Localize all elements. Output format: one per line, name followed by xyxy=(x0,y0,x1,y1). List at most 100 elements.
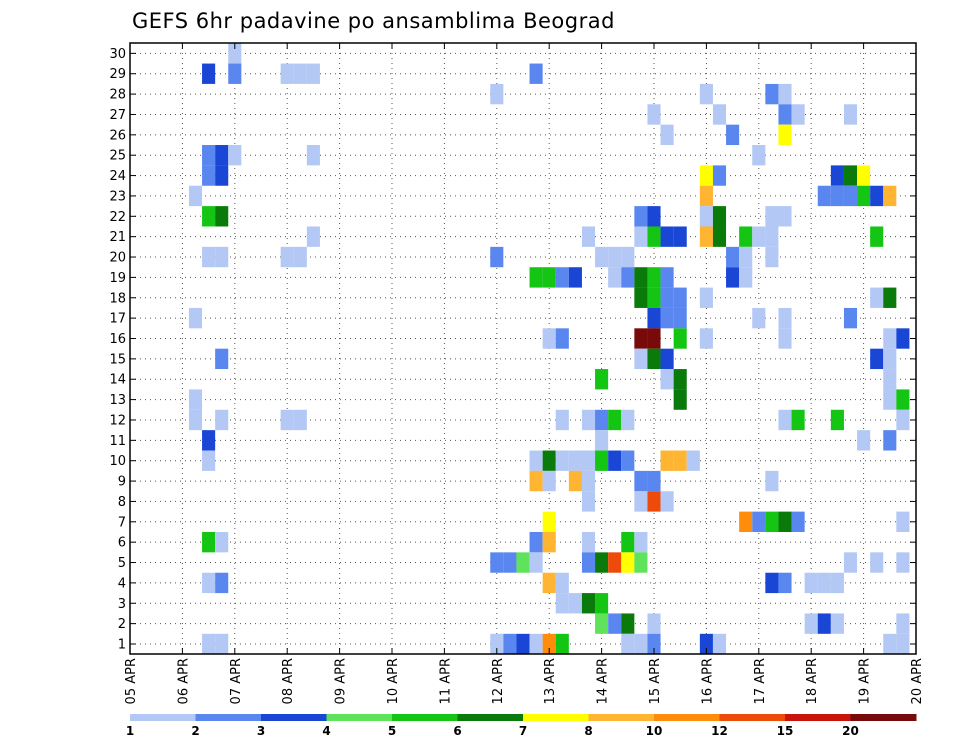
colorbar-label: 2 xyxy=(191,724,199,738)
heatmap-cell xyxy=(634,226,648,247)
heatmap-cell xyxy=(883,633,897,655)
y-tick-label: 14 xyxy=(109,373,126,388)
colorbar-swatch xyxy=(195,714,262,721)
heatmap-cell xyxy=(542,450,556,471)
heatmap-cell xyxy=(791,104,805,125)
heatmap-cell xyxy=(202,450,216,471)
heatmap-cell xyxy=(595,613,609,634)
colorbar-swatch xyxy=(719,714,786,721)
heatmap-cell xyxy=(726,124,740,146)
heatmap-cell xyxy=(883,328,897,349)
heatmap-cell xyxy=(647,613,661,634)
heatmap-cell xyxy=(634,328,648,349)
heatmap-cell xyxy=(804,572,818,594)
heatmap-cell xyxy=(621,613,635,634)
heatmap-cell xyxy=(673,307,687,329)
heatmap-cell xyxy=(542,470,556,492)
colorbar-label: 5 xyxy=(388,724,396,738)
heatmap-cell xyxy=(673,369,687,390)
heatmap-cell xyxy=(215,633,229,655)
heatmap-cell xyxy=(647,226,661,247)
x-tick-label: 07 APR xyxy=(229,658,244,704)
heatmap-cell xyxy=(726,246,740,268)
heatmap-cell xyxy=(581,593,596,614)
heatmap-cell xyxy=(883,287,897,308)
heatmap-cell xyxy=(660,491,674,512)
heatmap-cell xyxy=(739,267,753,288)
heatmap-cell xyxy=(516,552,530,573)
heatmap-cell xyxy=(896,633,910,655)
x-tick-label: 13 APR xyxy=(543,658,558,704)
x-tick-label: 18 APR xyxy=(805,658,820,704)
colorbar-label: 8 xyxy=(584,724,592,738)
colorbar-swatch xyxy=(326,714,393,721)
x-tick-label: 16 APR xyxy=(700,658,715,704)
heatmap-cell xyxy=(542,328,556,349)
x-tick-label: 05 APR xyxy=(124,658,139,704)
heatmap-cell xyxy=(660,450,674,471)
heatmap-cell xyxy=(712,206,727,227)
heatmap-cell xyxy=(686,450,700,471)
heatmap-cell xyxy=(188,389,203,410)
heatmap-cell xyxy=(830,165,844,186)
heatmap-cell xyxy=(188,409,203,431)
x-tick-label: 09 APR xyxy=(334,658,349,704)
heatmap-cell xyxy=(765,572,779,594)
heatmap-cell xyxy=(752,226,766,247)
heatmap-cell xyxy=(778,124,792,146)
heatmap-cell xyxy=(660,287,674,308)
colorbar-swatch xyxy=(588,714,655,721)
heatmap-cell xyxy=(215,409,229,431)
heatmap-cell xyxy=(529,470,543,492)
y-tick-label: 1 xyxy=(118,638,126,653)
heatmap-cell xyxy=(634,470,648,492)
heatmap-cell xyxy=(726,267,740,288)
colorbar-label: 20 xyxy=(842,724,859,738)
heatmap-cell xyxy=(660,267,674,288)
heatmap-cell xyxy=(202,63,216,84)
y-tick-label: 4 xyxy=(118,576,126,591)
x-tick-label: 19 APR xyxy=(858,658,873,704)
heatmap-cell xyxy=(778,511,792,532)
heatmap-cell xyxy=(778,307,792,329)
heatmap-cell xyxy=(595,409,609,431)
plot-frame xyxy=(129,42,917,655)
heatmap-cell xyxy=(595,369,609,390)
heatmap-cell xyxy=(529,633,543,655)
heatmap-cell xyxy=(778,409,792,431)
heatmap-cell xyxy=(843,104,858,125)
heatmap-cell xyxy=(490,552,504,573)
heatmap-cell xyxy=(739,246,753,268)
colorbar-label: 7 xyxy=(519,724,527,738)
heatmap-cell xyxy=(555,450,569,471)
chart-title: GEFS 6hr padavine po ansamblima Beograd xyxy=(132,9,615,33)
heatmap-cell xyxy=(215,531,229,553)
heatmap-cell xyxy=(555,267,569,288)
heatmap-cell xyxy=(673,450,687,471)
heatmap-cell xyxy=(568,593,582,614)
heatmap-cell xyxy=(752,145,766,166)
y-tick-label: 29 xyxy=(109,67,126,82)
heatmap-cell xyxy=(490,246,504,268)
heatmap-cell xyxy=(306,226,320,247)
heatmap-cell xyxy=(817,185,831,207)
y-tick-label: 23 xyxy=(109,189,126,204)
heatmap-cell xyxy=(699,165,713,186)
heatmap-cell xyxy=(568,470,582,492)
colorbar-swatch xyxy=(850,714,917,721)
colorbar-label: 4 xyxy=(322,724,330,738)
heatmap-cell xyxy=(581,450,596,471)
heatmap-cell xyxy=(647,348,661,370)
heatmap-cell xyxy=(555,328,569,349)
colorbar-label: 10 xyxy=(646,724,663,738)
y-tick-label: 12 xyxy=(109,413,126,428)
heatmap-cell xyxy=(634,287,648,308)
x-tick-label: 06 APR xyxy=(176,658,191,704)
heatmap-cell xyxy=(830,409,844,431)
heatmap-cell xyxy=(608,450,622,471)
heatmap-cell xyxy=(883,348,897,370)
y-tick-label: 10 xyxy=(109,454,126,469)
heatmap-cell xyxy=(202,165,216,186)
colorbar-label: 12 xyxy=(711,724,728,738)
heatmap-cell xyxy=(581,552,596,573)
